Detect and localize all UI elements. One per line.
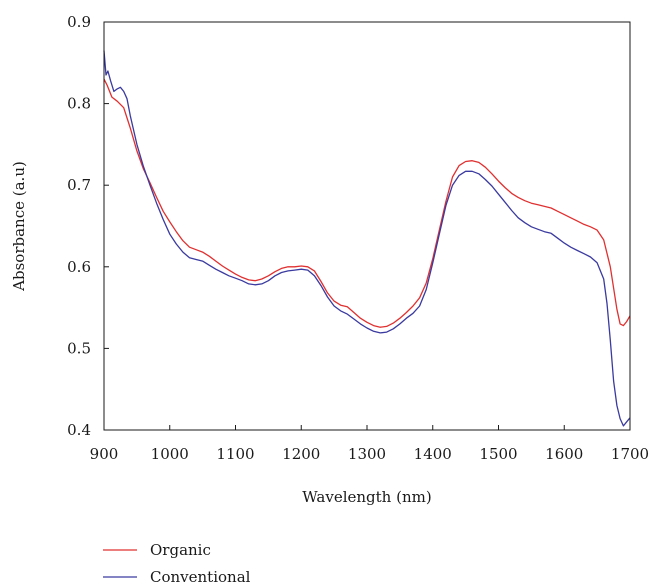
x-tick-label: 1000 xyxy=(151,445,189,463)
legend: Organic Conventional xyxy=(103,541,251,586)
x-tick-label: 1600 xyxy=(545,445,583,463)
plot-frame xyxy=(103,21,631,431)
y-tick-label: 0.6 xyxy=(67,258,91,276)
y-tick-label: 0.7 xyxy=(67,176,91,194)
y-tick-label: 0.4 xyxy=(67,421,91,439)
legend-label-conventional: Conventional xyxy=(150,568,251,586)
y-tick-label: 0.8 xyxy=(67,95,91,113)
x-tick-label: 1700 xyxy=(611,445,649,463)
series-line-organic xyxy=(103,78,631,328)
plot-area xyxy=(103,50,631,427)
y-tick-label: 0.9 xyxy=(67,13,91,31)
x-tick-label: 1100 xyxy=(216,445,254,463)
y-tick-label: 0.5 xyxy=(67,339,91,357)
x-axis-title: Wavelength (nm) xyxy=(302,488,431,506)
x-tick-label: 900 xyxy=(90,445,119,463)
x-tick-label: 1500 xyxy=(479,445,517,463)
x-tick-label: 1400 xyxy=(414,445,452,463)
axis-ticks: 900 1000 1100 1200 1300 1400 1500 1600 1700 0.4 0.… xyxy=(67,13,649,463)
series-line-conventional xyxy=(103,50,631,427)
x-tick-label: 1200 xyxy=(282,445,320,463)
y-axis-title: Absorbance (a.u) xyxy=(10,161,28,292)
legend-label-organic: Organic xyxy=(150,541,211,559)
x-tick-label: 1300 xyxy=(348,445,386,463)
